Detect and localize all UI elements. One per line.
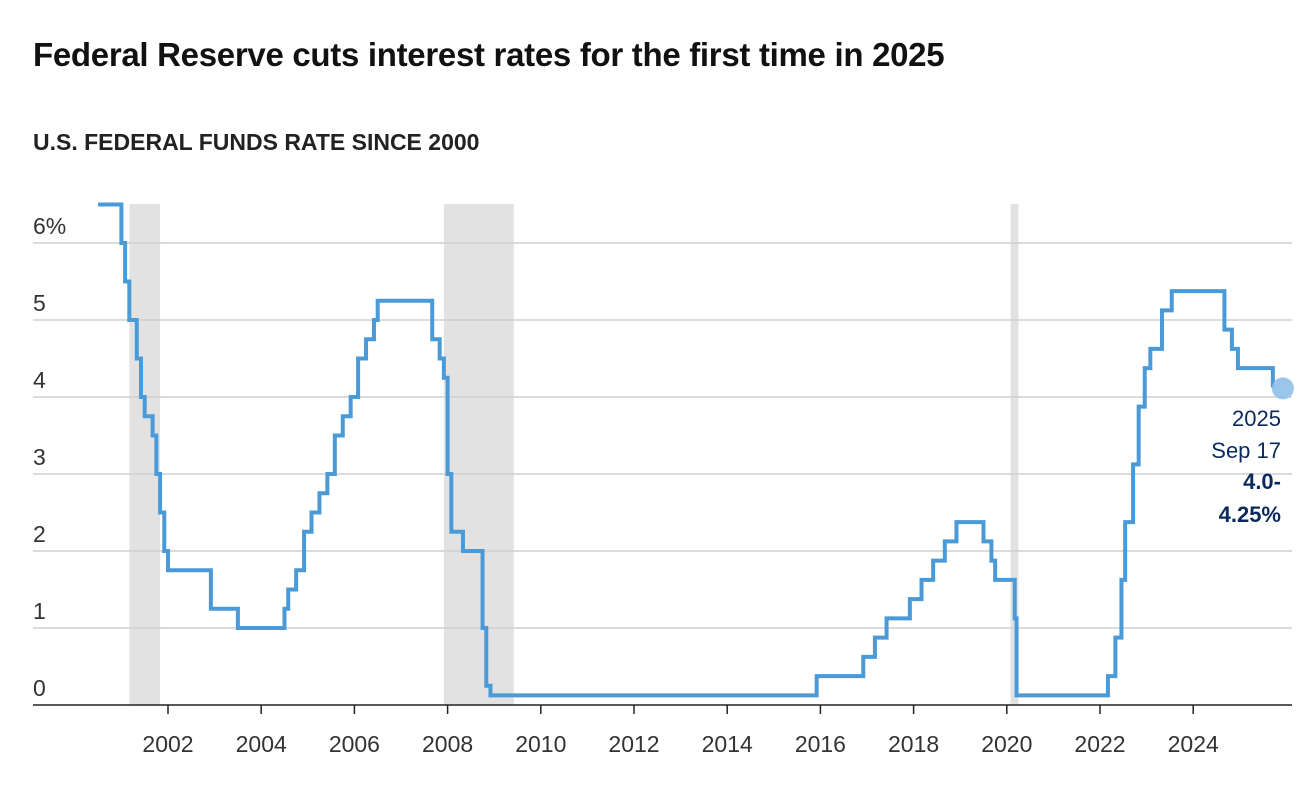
- recession-band: [443, 204, 514, 705]
- latest-annotation: 2025 Sep 17 4.0- 4.25%: [1211, 406, 1281, 527]
- x-tick-label: 2022: [1074, 731, 1125, 757]
- x-tick-label: 2024: [1168, 731, 1219, 757]
- x-tick-label: 2020: [981, 731, 1032, 757]
- x-tick-label: 2002: [142, 731, 193, 757]
- x-tick-label: 2008: [422, 731, 473, 757]
- rate-line: [98, 202, 1275, 698]
- chart-title: Federal Reserve cuts interest rates for …: [33, 36, 945, 73]
- y-tick-label: 3: [33, 444, 46, 470]
- y-axis-ticks: 0 1 2 3 4 5 6%: [33, 213, 66, 701]
- annotation-rate-low: 4.0-: [1243, 469, 1281, 494]
- recession-band: [1010, 204, 1019, 705]
- x-tick-label: 2016: [795, 731, 846, 757]
- series: [98, 202, 1294, 698]
- y-tick-label: 0: [33, 675, 46, 701]
- x-tick-label: 2014: [702, 731, 753, 757]
- annotation-date: Sep 17: [1211, 438, 1281, 463]
- x-axis-ticks: 2002 2004 2006 2008 2010 2012 2014 2016 2018 2020…: [142, 705, 1219, 757]
- x-tick-label: 2004: [236, 731, 287, 757]
- annotation-year: 2025: [1232, 406, 1281, 431]
- y-tick-label: 5: [33, 290, 46, 316]
- y-tick-label: 1: [33, 598, 46, 624]
- x-tick-label: 2010: [515, 731, 566, 757]
- x-tick-label: 2018: [888, 731, 939, 757]
- latest-point-marker: [1271, 377, 1294, 400]
- chart-subtitle: U.S. FEDERAL FUNDS RATE SINCE 2000: [33, 129, 480, 155]
- y-tick-label: 2: [33, 521, 46, 547]
- x-tick-label: 2006: [329, 731, 380, 757]
- y-tick-label: 6%: [33, 213, 66, 239]
- annotation-rate-high: 4.25%: [1219, 502, 1281, 527]
- gridlines: [33, 242, 1292, 706]
- x-tick-label: 2012: [608, 731, 659, 757]
- y-tick-label: 4: [33, 367, 46, 393]
